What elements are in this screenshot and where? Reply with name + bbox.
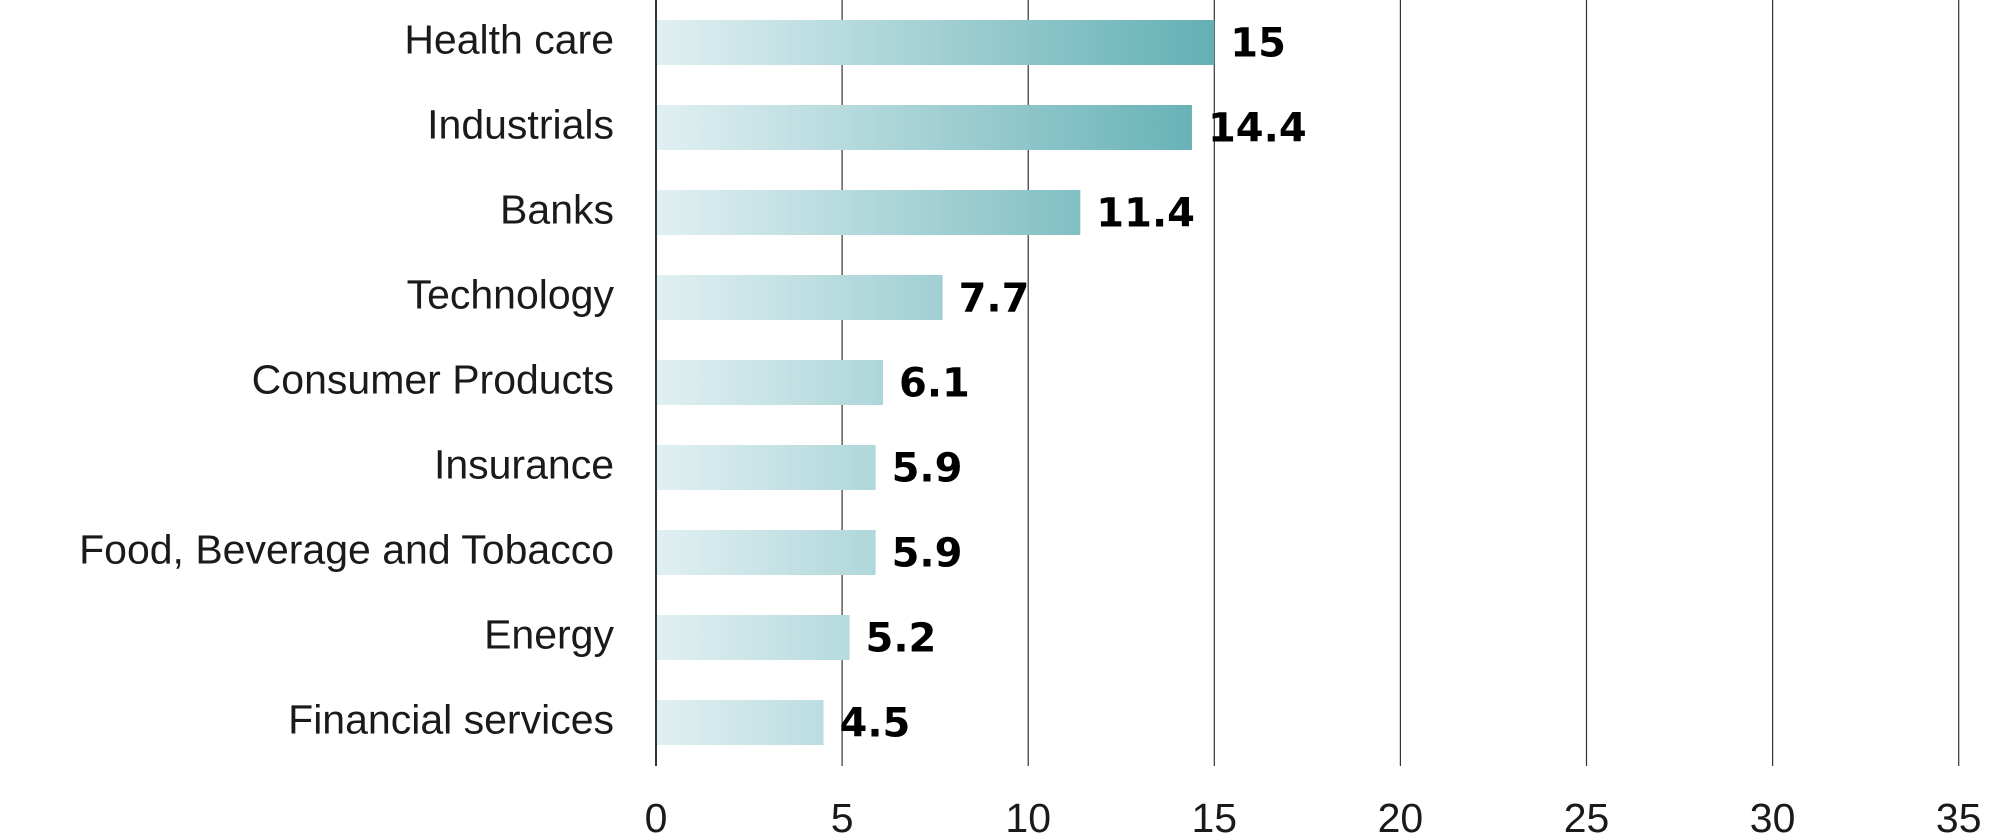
category-label: Consumer Products — [252, 356, 614, 402]
value-labels: 15 14.4 11.4 7.7 6.1 5.9 5.9 5.2 4.5 — [839, 21, 1306, 747]
bar-0 — [657, 20, 1215, 65]
x-tick-label: 25 — [1564, 795, 1610, 836]
value-label: 14.4 — [1208, 106, 1307, 152]
x-tick-label: 5 — [831, 795, 854, 836]
value-label: 4.5 — [839, 701, 910, 747]
x-tick-label: 15 — [1191, 795, 1237, 836]
category-label: Technology — [407, 271, 615, 317]
value-label: 5.9 — [892, 531, 963, 577]
x-tick-label: 35 — [1936, 795, 1982, 836]
value-label: 6.1 — [899, 361, 970, 407]
bar-4 — [657, 360, 884, 405]
value-label: 5.9 — [892, 446, 963, 492]
x-tick-label: 0 — [645, 795, 668, 836]
value-label: 15 — [1230, 21, 1286, 67]
category-label: Energy — [484, 611, 614, 657]
bar-5 — [657, 445, 876, 490]
x-axis-tick-labels: 0 5 10 15 20 25 30 35 — [645, 795, 1982, 836]
bar-2 — [657, 190, 1081, 235]
category-labels: Health care Industrials Banks Technology Con… — [79, 16, 614, 742]
category-label: Health care — [404, 16, 614, 62]
category-label: Financial services — [288, 696, 614, 742]
x-tick-label: 10 — [1005, 795, 1051, 836]
category-label: Banks — [500, 186, 614, 232]
x-tick-label: 20 — [1378, 795, 1424, 836]
category-label: Food, Beverage and Tobacco — [79, 526, 614, 572]
bar-6 — [657, 530, 876, 575]
bar-8 — [657, 700, 824, 745]
x-tick-label: 30 — [1750, 795, 1796, 836]
bar-1 — [657, 105, 1192, 150]
category-label: Industrials — [427, 101, 614, 147]
bar-7 — [657, 615, 850, 660]
value-label: 7.7 — [959, 276, 1030, 322]
bars — [657, 20, 1215, 745]
value-label: 11.4 — [1096, 191, 1195, 237]
category-label: Insurance — [434, 441, 614, 487]
value-label: 5.2 — [866, 616, 937, 662]
bar-3 — [657, 275, 943, 320]
